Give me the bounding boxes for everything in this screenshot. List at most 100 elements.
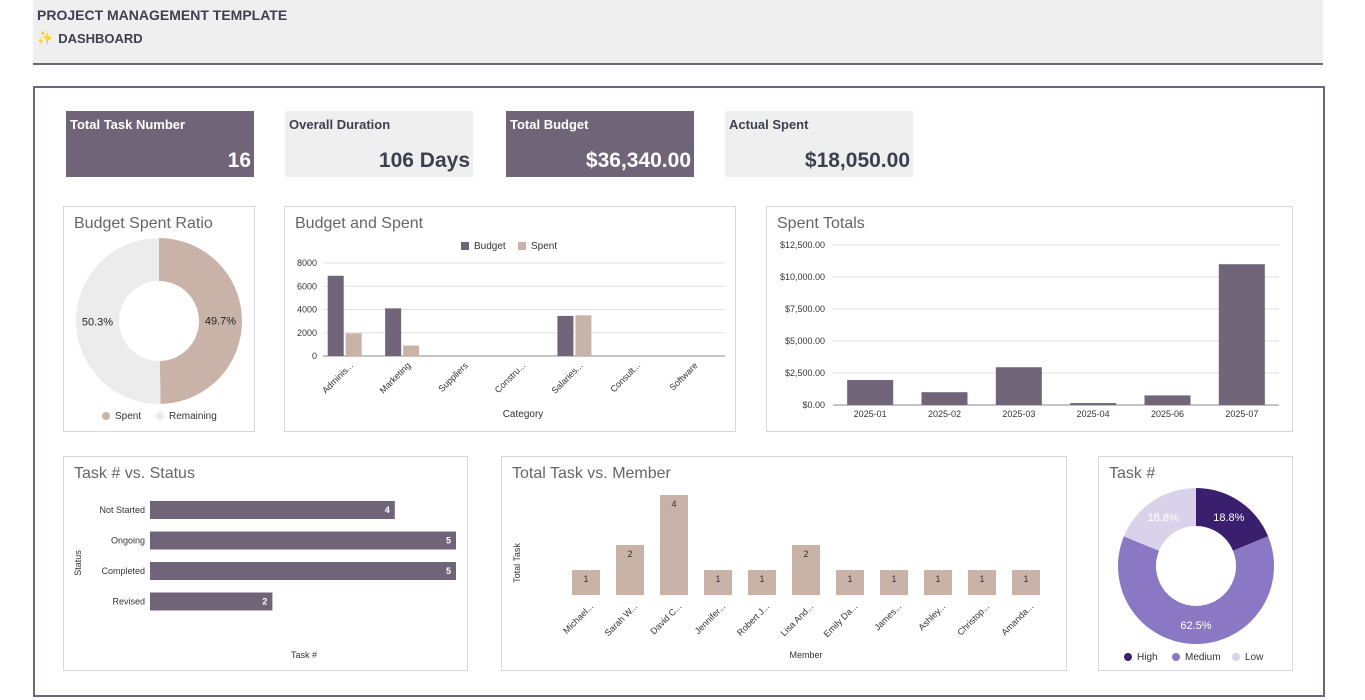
legend-label: Spent [531, 241, 557, 252]
data-label: 1 [1023, 574, 1028, 584]
tick-label: Ongoing [111, 536, 145, 546]
pie-slice [1196, 488, 1269, 551]
budget-ratio-chart: 49.7% 50.3% Spent Remaining [76, 238, 243, 422]
tick-label: Completed [101, 566, 145, 576]
bar [792, 545, 820, 595]
bar [616, 545, 644, 595]
kpi-label: Total Task Number [70, 117, 186, 132]
budget-and-spent-card[interactable]: Budget and Spent 0 2000 4000 6000 8000 Admini… [284, 206, 736, 432]
subtitle-label: DASHBOARD [58, 30, 143, 46]
bar [385, 308, 402, 356]
data-label: 2 [803, 549, 808, 559]
bar [572, 570, 600, 595]
bar [1070, 403, 1117, 405]
legend-swatch [1172, 653, 1180, 661]
tick-label: Constru... [493, 360, 528, 395]
task-status-card[interactable]: Task # vs. Status 4 Not Started 5 Ongoing 5 C… [63, 456, 468, 671]
tick-label: Robert J... [735, 601, 771, 637]
data-label: 1 [715, 574, 720, 584]
data-label: 49.7% [205, 315, 236, 327]
bar [1144, 395, 1191, 405]
tick-label: Sarah W... [603, 601, 640, 638]
bar [995, 367, 1042, 405]
tick-label: Salaries... [549, 360, 584, 395]
data-label: 1 [891, 574, 896, 584]
bar [921, 392, 968, 405]
kpi-total-task[interactable]: Total Task Number 16 [66, 111, 254, 177]
budget-spent-ratio-card[interactable]: Budget Spent Ratio 49.7% 50.3% Spent Remain… [63, 206, 255, 432]
budget-spent-chart: 0 2000 4000 6000 8000 Adminis... Marketing Supp… [297, 241, 725, 420]
kpi-value: 16 [227, 149, 251, 172]
legend-label: Budget [474, 241, 506, 252]
data-label: 2 [627, 549, 632, 559]
axis-title: Task # [291, 650, 317, 660]
tick-label: Adminis... [320, 360, 355, 395]
bar [660, 495, 688, 595]
tick-label: Marketing [378, 360, 413, 395]
bar [557, 315, 574, 356]
tick-label: 4000 [297, 305, 317, 315]
legend-swatch [102, 412, 110, 420]
tick-label: $0.00 [802, 400, 825, 410]
kpi-label: Total Budget [510, 117, 589, 132]
chart-title: Task # [1109, 465, 1156, 482]
task-member-chart: 1 Michael... 2 Sarah W... 4 David C... 1 Jennif… [512, 495, 1040, 660]
legend-label: Remaining [169, 411, 217, 422]
tick-label: Amanda... [999, 601, 1035, 637]
bar [1012, 570, 1040, 595]
spent-totals-chart: $0.00 $2,500.00 $5,000.00 $7,500.00 $10,000.… [780, 240, 1279, 419]
data-label: 4 [385, 505, 390, 515]
tick-label: Ashley... [916, 601, 947, 632]
bar [1218, 264, 1265, 405]
task-member-card[interactable]: Total Task vs. Member 1 Michael... 2 Sarah … [501, 456, 1067, 671]
tick-label: 6000 [297, 281, 317, 291]
tick-label: $2,500.00 [785, 368, 825, 378]
kpi-label: Overall Duration [289, 117, 391, 132]
tick-label: David C... [648, 601, 683, 636]
tick-label: 2025-04 [1077, 409, 1110, 419]
tick-label: Not Started [99, 505, 145, 515]
kpi-value: 106 Days [378, 149, 470, 172]
data-label: 1 [759, 574, 764, 584]
tick-label: 2025-03 [1002, 409, 1035, 419]
bar [924, 570, 952, 595]
bar [150, 531, 456, 550]
header: PROJECT MANAGEMENT TEMPLATE ✨ DASHBOARD [33, 0, 1323, 65]
bar [327, 275, 344, 356]
tick-label: 8000 [297, 258, 317, 268]
bar [968, 570, 996, 595]
chart-title: Budget and Spent [295, 215, 424, 232]
task-status-chart: 4 Not Started 5 Ongoing 5 Completed 2 Revised Ta… [73, 501, 456, 660]
sparkle-icon: ✨ [37, 30, 54, 45]
spent-totals-card[interactable]: Spent Totals $0.00 $2,500.00 $5,000.00 $7,5… [766, 206, 1293, 432]
data-label: 50.3% [82, 317, 113, 329]
bar [847, 380, 894, 405]
dashboard-subtitle: ✨ DASHBOARD [37, 30, 143, 46]
bar [880, 570, 908, 595]
legend-swatch [518, 242, 526, 250]
task-priority-card[interactable]: Task # 18.8% 62.5% 18.8% High Medium Low [1098, 456, 1293, 671]
tick-label: 2025-01 [854, 409, 887, 419]
data-label: 18.8% [1213, 512, 1244, 524]
tick-label: $5,000.00 [785, 336, 825, 346]
legend-swatch [461, 242, 469, 250]
dashboard-frame [33, 86, 1325, 697]
data-label: 4 [671, 499, 676, 509]
legend-swatch [156, 412, 164, 420]
pie-slice [1123, 488, 1196, 551]
tick-label: $7,500.00 [785, 304, 825, 314]
data-label: 5 [446, 566, 451, 576]
axis-title: Member [789, 650, 822, 660]
tick-label: 2025-07 [1225, 409, 1258, 419]
kpi-overall-duration[interactable]: Overall Duration 106 Days [285, 111, 473, 177]
bar [748, 570, 776, 595]
bar [575, 315, 592, 356]
legend-label: Medium [1185, 652, 1221, 663]
bar [150, 592, 273, 611]
data-label: 1 [979, 574, 984, 584]
kpi-actual-spent[interactable]: Actual Spent $18,050.00 [725, 111, 913, 177]
kpi-total-budget[interactable]: Total Budget $36,340.00 [506, 111, 694, 177]
data-label: 62.5% [1180, 620, 1211, 632]
data-label: 5 [446, 536, 451, 546]
tick-label: $12,500.00 [780, 240, 825, 250]
